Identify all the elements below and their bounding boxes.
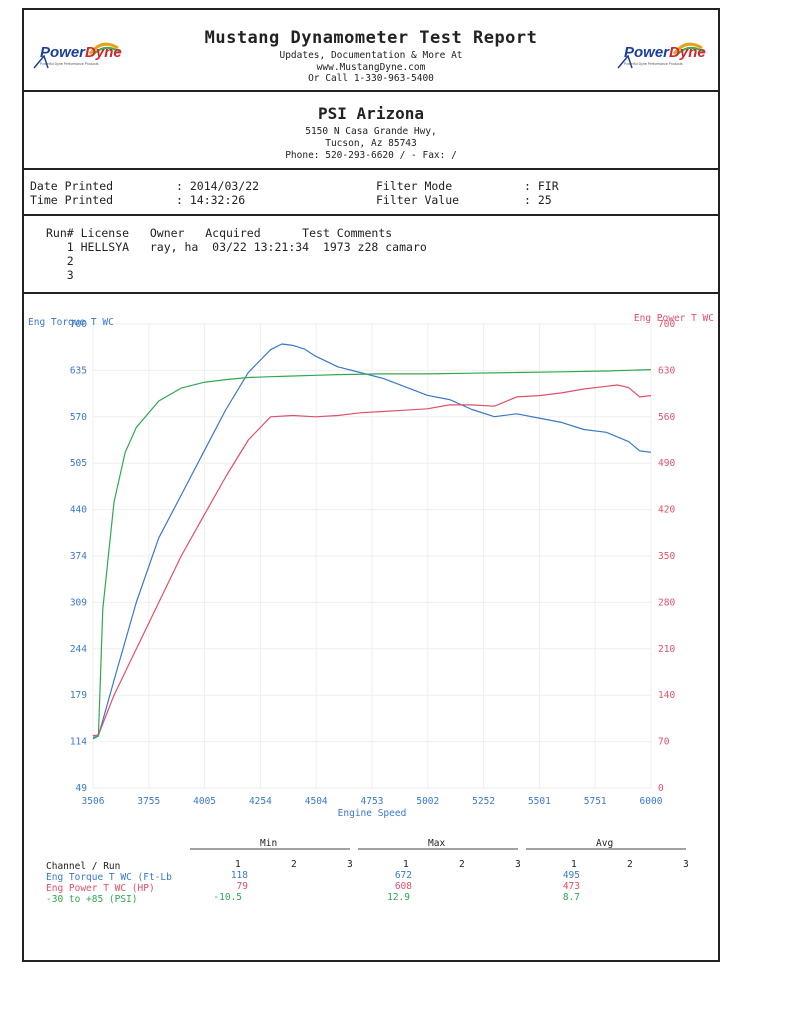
left-y-tick-label: 309 <box>70 597 87 608</box>
max-header: Max <box>428 838 446 849</box>
right-axis-label: Eng Power T WC <box>634 313 714 324</box>
runs-table: Run# License Owner Acquired Test Comment… <box>24 216 718 294</box>
run-number: 2 <box>459 859 465 870</box>
power-series-line <box>92 384 652 737</box>
run-row: 3 <box>46 268 74 282</box>
power-max: 608 <box>394 881 412 892</box>
filter-mode-label: Filter Mode <box>376 179 453 193</box>
shop-address-2: Tucson, Az 85743 <box>325 138 417 149</box>
x-tick-label: 6000 <box>640 796 663 807</box>
x-tick-label: 3506 <box>82 796 105 807</box>
left-y-tick-label: 244 <box>70 644 87 655</box>
filter-mode-value: : FIR <box>524 179 559 193</box>
time-printed-label: Time Printed <box>30 193 114 207</box>
header-phone: Or Call 1-330-963-5400 <box>308 73 434 84</box>
x-tick-label: 5751 <box>584 796 607 807</box>
logo-wordmark: PowerDyne <box>40 44 122 61</box>
left-y-tick-label: 374 <box>70 551 87 562</box>
date-printed-label: Date Printed <box>30 179 114 193</box>
left-y-tick-label: 635 <box>70 365 87 376</box>
right-y-tick-label: 280 <box>658 597 675 608</box>
powerdyne-logo-left: PowerDyne Powerful Dyne Performance Prod… <box>30 38 126 74</box>
logo-tagline: Powerful Dyne Performance Products <box>624 62 683 66</box>
run-number: 1 <box>571 859 577 870</box>
report-title: Mustang Dynamometer Test Report <box>204 28 538 48</box>
run-row: 2 <box>46 254 74 268</box>
shop-info: PSI Arizona 5150 N Casa Grande Hwy, Tucs… <box>24 92 718 170</box>
avg-header: Avg <box>596 838 614 849</box>
right-y-tick-label: 210 <box>658 644 675 655</box>
right-y-tick-label: 350 <box>658 551 675 562</box>
left-y-tick-label: 114 <box>70 737 87 748</box>
channel-run-label: Channel / Run <box>46 861 121 872</box>
x-tick-label: 5501 <box>528 796 551 807</box>
header-line-1: Updates, Documentation & More At <box>279 50 463 61</box>
run-row: 1 HELLSYA ray, ha 03/22 13:21:34 1973 z2… <box>46 240 427 254</box>
run-number: 2 <box>627 859 633 870</box>
filter-value-value: : 25 <box>524 193 552 207</box>
torque-series-line <box>92 343 652 740</box>
boost-channel-name: -30 to +85 (PSI) <box>46 894 138 905</box>
runs-header: Run# License Owner Acquired Test Comment… <box>46 226 393 240</box>
boost-max: 12.9 <box>387 892 410 903</box>
run-number: 3 <box>515 859 521 870</box>
left-axis-label: Eng Torque T WC <box>28 317 114 328</box>
report-page: PowerDyne Powerful Dyne Performance Prod… <box>22 8 720 962</box>
torque-avg: 495 <box>562 870 580 881</box>
report-header: PowerDyne Powerful Dyne Performance Prod… <box>24 10 718 92</box>
logo-wordmark: PowerDyne <box>624 44 706 61</box>
left-y-tick-label: 700 <box>70 319 87 330</box>
boost-series-line <box>92 369 652 738</box>
dyno-chart-svg: 3506 3755 4005 4254 4504 4753 5002 5252 5501 5751… <box>28 313 714 819</box>
run-number: 1 <box>403 859 409 870</box>
x-tick-label: 5002 <box>416 796 439 807</box>
summary-group-lines <box>190 848 686 850</box>
boost-min: -10.5 <box>213 892 242 903</box>
x-tick-label: 4254 <box>249 796 272 807</box>
run-number: 2 <box>291 859 297 870</box>
x-tick-label: 4504 <box>305 796 328 807</box>
torque-min: 118 <box>230 870 248 881</box>
right-y-tick-label: 0 <box>658 783 664 794</box>
left-y-tick-label: 570 <box>70 412 87 423</box>
power-avg: 473 <box>562 881 580 892</box>
filter-value-label: Filter Value <box>376 193 460 207</box>
x-axis-label: Engine Speed <box>338 808 407 819</box>
right-y-tick-label: 630 <box>658 365 675 376</box>
header-website: www.MustangDyne.com <box>316 62 426 73</box>
dyno-chart: 3506 3755 4005 4254 4504 4753 5002 5252 5501 5751… <box>24 294 718 838</box>
left-y-tick-label: 440 <box>70 505 87 516</box>
shop-name: PSI Arizona <box>318 104 424 123</box>
run-number: 3 <box>347 859 353 870</box>
right-y-tick-label: 560 <box>658 412 675 423</box>
right-y-tick-label: 420 <box>658 505 675 516</box>
power-channel-name: Eng Power T WC (HP) <box>46 883 155 894</box>
shop-phone: Phone: 520-293-6620 / - Fax: / <box>285 150 457 161</box>
min-header: Min <box>260 838 278 849</box>
time-printed-value: : 14:32:26 <box>176 193 246 207</box>
shop-address-1: 5150 N Casa Grande Hwy, <box>305 126 437 137</box>
run-number: 3 <box>683 859 689 870</box>
power-min: 79 <box>236 881 248 892</box>
date-printed-value: : 2014/03/22 <box>176 179 260 193</box>
right-y-tick-label: 70 <box>658 737 670 748</box>
x-tick-label: 5252 <box>472 796 495 807</box>
left-y-tick-label: 49 <box>76 783 88 794</box>
right-y-tick-label: 490 <box>658 458 675 469</box>
torque-max: 672 <box>394 870 412 881</box>
run-number: 1 <box>235 859 241 870</box>
x-tick-label: 3755 <box>137 796 160 807</box>
logo-tagline: Powerful Dyne Performance Products <box>40 62 99 66</box>
right-y-tick-label: 140 <box>658 690 675 701</box>
left-y-tick-label: 179 <box>70 690 87 701</box>
x-tick-label: 4753 <box>361 796 384 807</box>
right-y-tick-label: 700 <box>658 319 675 330</box>
print-info: Date Printed : 2014/03/22 Time Printed :… <box>24 170 718 216</box>
boost-avg: 8.7 <box>562 892 580 903</box>
powerdyne-logo-right: PowerDyne Powerful Dyne Performance Prod… <box>614 38 710 74</box>
left-y-tick-label: 505 <box>70 458 87 469</box>
x-tick-label: 4005 <box>193 796 216 807</box>
torque-channel-name: Eng Torque T WC (Ft-Lb <box>46 872 172 883</box>
